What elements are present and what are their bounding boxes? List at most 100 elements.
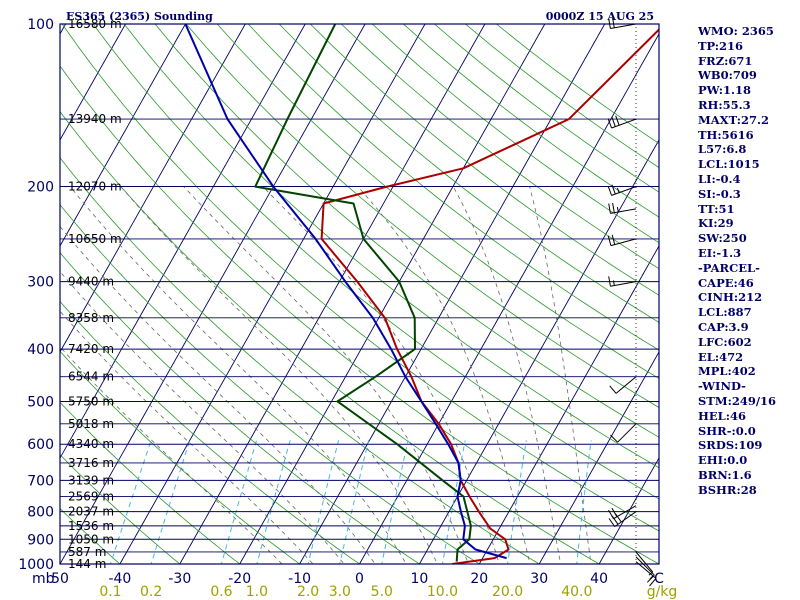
sounding-indices-panel: WMO: 2365 TP:216 FRZ:671 WB0:709 PW:1.18 RH:5… (698, 24, 776, 498)
isotherm-line (478, 245, 659, 564)
parcel-profile-line (184, 24, 507, 560)
height-label: 144 m (68, 557, 106, 571)
isotherm-line (60, 24, 126, 141)
isotherm-line (179, 24, 486, 564)
dry-adiabat-line (60, 350, 301, 564)
pressure-tick-label: 600 (27, 437, 54, 453)
sounding-index-item: PW:1.18 (698, 83, 752, 98)
mixing-ratio-line (381, 440, 409, 564)
sounding-index-item: EL:472 (698, 349, 744, 364)
sounding-index-item: CAPE:46 (698, 275, 754, 290)
sounding-index-item: SRDS:109 (698, 438, 763, 453)
sounding-index-item: KI:29 (698, 216, 734, 231)
sounding-time: 0000Z 15 AUG 25 (546, 10, 654, 23)
temperature-tick-label: 10 (410, 571, 428, 587)
wind-barb (609, 376, 637, 394)
pressure-unit-label: mb (32, 571, 55, 587)
isotherm-line (60, 24, 246, 353)
mixing-ratio-label: 2.0 (297, 584, 319, 600)
isotherm-line (60, 24, 306, 459)
dry-adiabat-line (60, 507, 121, 564)
moist-adiabat-line (262, 186, 500, 564)
isotherm-line (239, 24, 546, 564)
moist-adiabat-line (183, 186, 469, 564)
height-label: 8358 m (68, 311, 114, 325)
wind-barb (610, 423, 637, 443)
moist-adiabat-line (529, 186, 592, 564)
mixing-ratio-line (339, 440, 370, 564)
temperature-tick-label: 30 (530, 571, 548, 587)
dry-adiabat-line (60, 110, 600, 564)
isotherm-line (598, 457, 659, 564)
sounding-index-item: SI:-0.3 (698, 186, 741, 201)
isotherm-line (60, 24, 366, 564)
pressure-tick-label: 300 (27, 275, 54, 291)
moist-adiabat-line (60, 310, 314, 564)
moist-adiabat-line (357, 186, 531, 564)
sounding-index-item: SHR-:0.0 (698, 423, 756, 438)
moist-adiabat-line (60, 225, 376, 564)
sounding-index-item: L57:6.8 (698, 142, 747, 157)
height-label: 2569 m (68, 490, 114, 504)
wind-barb (635, 551, 654, 576)
wind-barb (608, 202, 637, 214)
height-label: 5750 m (68, 394, 114, 408)
dry-adiabat-line (60, 563, 61, 564)
isotherm-line (538, 351, 659, 564)
dry-adiabat-line (60, 401, 241, 564)
pressure-tick-label: 400 (27, 342, 54, 358)
mixing-ratio-label: 3.0 (329, 584, 351, 600)
sounding-index-item: RH:55.3 (698, 97, 751, 112)
temperature-tick-label: -40 (108, 571, 131, 587)
sounding-index-item: LCL:887 (698, 305, 752, 320)
wind-barb (608, 511, 637, 528)
height-label: 2037 m (68, 505, 114, 519)
mixing-ratio-line (150, 440, 191, 564)
mixing-ratio-label: 20.0 (492, 584, 523, 600)
station-title: ES365 (2365) Sounding (66, 10, 213, 23)
mixing-ratio-line (507, 440, 527, 564)
moist-adiabat-line (120, 186, 438, 564)
temperature-tick-label: -30 (168, 571, 191, 587)
isotherm-line (299, 24, 606, 564)
height-label: 7420 m (68, 342, 114, 356)
mixing-ratio-label: 0.2 (140, 584, 162, 600)
dry-adiabat-line (154, 24, 659, 438)
sounding-index-item: SW:250 (698, 231, 747, 246)
height-label: 13940 m (68, 112, 122, 126)
background-grid (60, 24, 659, 564)
dry-adiabat-line (60, 300, 361, 564)
wind-barbs (607, 17, 657, 587)
height-label: 4340 m (68, 437, 114, 451)
height-label: 9440 m (68, 275, 114, 289)
mixing-ratio-line (307, 440, 340, 564)
wind-barb (608, 276, 637, 287)
sounding-index-item: FRZ:671 (698, 53, 753, 68)
isotherm-line (60, 24, 186, 247)
isotherm-line (419, 139, 659, 564)
dry-adiabat-line (185, 24, 659, 408)
wind-barb (608, 505, 637, 520)
mixing-ratio-label: 0.1 (99, 584, 121, 600)
dry-adiabat-line (60, 157, 540, 564)
sounding-index-item: TH:5616 (698, 127, 754, 142)
mixing-ratio-line (256, 440, 291, 564)
temperature-tick-label: -10 (288, 571, 311, 587)
mixing-ratio-label: 0.6 (210, 584, 232, 600)
height-label: 6544 m (68, 370, 114, 384)
temperature-profile-line (320, 28, 659, 564)
temperature-tick-label: 0 (355, 571, 364, 587)
height-label: 3716 m (68, 456, 114, 470)
height-label: 587 m (68, 545, 106, 559)
height-label: 10650 m (68, 232, 122, 246)
pressure-tick-label: 900 (27, 532, 54, 548)
mixing-ratio-label: 1.0 (246, 584, 268, 600)
dry-adiabat-line (310, 24, 659, 296)
sounding-index-item: -WIND- (698, 379, 746, 394)
sounding-index-item: MAXT:27.2 (698, 112, 769, 127)
dry-adiabat-line (61, 24, 659, 532)
pressure-tick-label: 200 (27, 180, 54, 196)
pressure-tick-label: 500 (27, 394, 54, 410)
